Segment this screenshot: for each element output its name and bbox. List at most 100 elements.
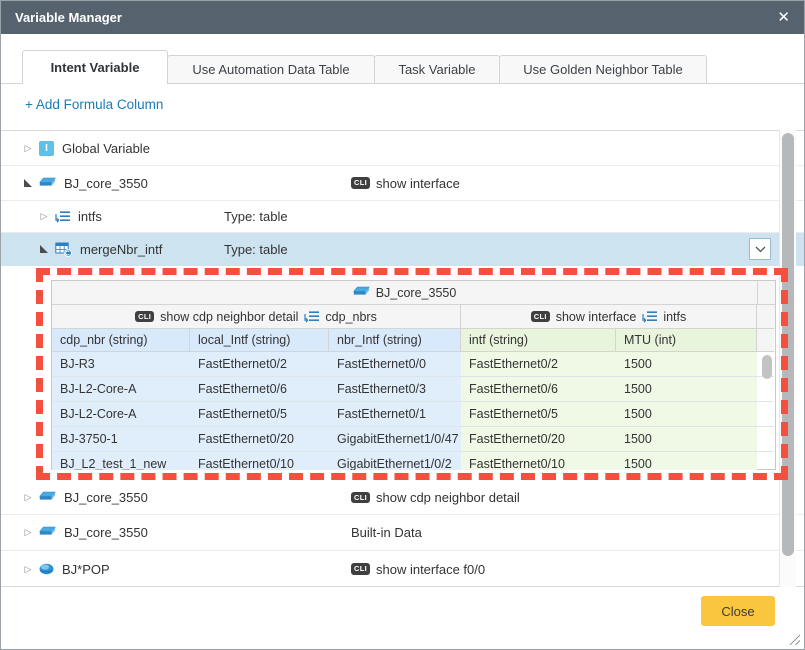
command-text: Built-in Data xyxy=(351,525,422,540)
add-formula-column-link[interactable]: + Add Formula Column xyxy=(25,97,164,112)
device-icon xyxy=(39,177,56,190)
tree-item-intfs[interactable]: ▷ intfs Type: table xyxy=(1,201,804,233)
table-row: BJ-3750-1 FastEthernet0/20 GigabitEthern… xyxy=(52,427,775,452)
tree-item-label: BJ_core_3550 xyxy=(64,525,148,540)
tree-item-label: BJ_core_3550 xyxy=(64,490,148,505)
tab-use-automation-data-table[interactable]: Use Automation Data Table xyxy=(167,55,375,83)
merged-table-preview: BJ_core_3550 CLI show cdp neighbor detai… xyxy=(51,280,776,470)
dialog-titlebar: Variable Manager ✕ xyxy=(1,1,804,34)
tree-item-label: BJ_core_3550 xyxy=(64,175,148,191)
command-text: show cdp neighbor detail xyxy=(375,490,520,505)
tree-item-bj-core-3550-show-interface[interactable]: BJ_core_3550 CLI show interface xyxy=(1,166,804,201)
tree-item-command: CLI show cdp neighbor detail xyxy=(351,490,520,505)
group-command: show cdp neighbor detail xyxy=(160,309,299,324)
global-variable-icon: I xyxy=(39,140,54,156)
table-row: BJ-R3 FastEthernet0/2 FastEthernet0/0 Fa… xyxy=(52,352,775,377)
cli-badge: CLI xyxy=(351,563,370,575)
table-row: BJ_L2_test_1_new FastEthernet0/10 Gigabi… xyxy=(52,452,775,470)
table-row: BJ-L2-Core-A FastEthernet0/6 FastEtherne… xyxy=(52,377,775,402)
close-icon[interactable]: ✕ xyxy=(777,9,790,26)
table-cell: FastEthernet0/2 xyxy=(461,352,616,377)
table-cell: FastEthernet0/2 xyxy=(190,352,329,377)
variable-type-text: Type: table xyxy=(224,209,288,224)
table-cell: FastEthernet0/1 xyxy=(329,402,461,427)
table-cell: FastEthernet0/0 xyxy=(329,352,461,377)
table-cell: BJ_L2_test_1_new xyxy=(52,452,190,470)
tree-scrollbar-thumb[interactable] xyxy=(782,133,794,556)
row-dropdown-button[interactable] xyxy=(749,238,771,260)
tab-label: Use Automation Data Table xyxy=(192,62,350,77)
collapse-arrow-icon[interactable] xyxy=(37,245,51,253)
cli-badge: CLI xyxy=(530,310,550,323)
table-cell: FastEthernet0/10 xyxy=(190,452,329,470)
command-text: show interface xyxy=(375,175,460,191)
command-text: show interface f0/0 xyxy=(375,561,486,577)
table-header-spacer xyxy=(757,329,774,352)
tab-task-variable[interactable]: Task Variable xyxy=(374,55,500,83)
table-variable-icon xyxy=(304,310,320,323)
table-cell: FastEthernet0/20 xyxy=(461,427,616,452)
tree-item-label: Global Variable xyxy=(62,140,150,156)
table-scrollbar-thumb[interactable] xyxy=(762,355,772,379)
tree-item-command: CLI show interface f0/0 xyxy=(351,562,485,577)
expand-arrow-icon[interactable]: ▷ xyxy=(24,492,32,502)
table-cell: GigabitEthernet1/0/47 xyxy=(329,427,461,452)
expand-arrow-icon[interactable]: ▷ xyxy=(24,527,32,537)
table-device-header: BJ_core_3550 xyxy=(52,281,758,305)
table-cell: 1500 xyxy=(616,452,757,470)
column-header: intf (string) xyxy=(461,329,616,352)
table-preview-zone: BJ_core_3550 CLI show cdp neighbor detai… xyxy=(1,266,804,481)
group-table-name: cdp_nbrs xyxy=(325,309,377,324)
expand-arrow-icon[interactable]: ▷ xyxy=(24,563,32,574)
table-cell: BJ-L2-Core-A xyxy=(52,377,190,402)
tab-bar: Intent Variable Use Automation Data Tabl… xyxy=(1,50,804,84)
tab-label: Intent Variable xyxy=(50,60,140,75)
table-device-header-row: BJ_core_3550 xyxy=(52,281,775,305)
table-scroll-gutter xyxy=(757,402,774,427)
table-cell: 1500 xyxy=(616,352,757,377)
variable-tree: ▷ I Global Variable BJ_core_3550 CLI sho… xyxy=(1,130,804,587)
column-header: nbr_Intf (string) xyxy=(329,329,461,352)
table-variable-icon xyxy=(55,210,70,223)
table-cell: 1500 xyxy=(616,427,757,452)
expand-arrow-icon[interactable]: ▷ xyxy=(40,211,48,221)
expand-arrow-icon[interactable]: ▷ xyxy=(24,142,32,153)
table-header-spacer xyxy=(757,305,774,329)
close-button[interactable]: Close xyxy=(701,596,775,626)
tree-scrollbar-track[interactable] xyxy=(779,130,796,587)
device-name: BJ_core_3550 xyxy=(375,285,457,300)
group-command: show interface xyxy=(555,309,637,324)
tree-item-bj-pop[interactable]: ▷ BJ*POP CLI show interface f0/0 xyxy=(1,551,804,586)
tree-item-global-variable[interactable]: ▷ I Global Variable xyxy=(1,131,804,166)
table-cell: GigabitEthernet1/0/2 xyxy=(329,452,461,470)
table-variable-icon xyxy=(642,310,658,323)
table-scroll-gutter xyxy=(757,452,774,470)
resize-grip-icon[interactable] xyxy=(789,634,800,645)
table-cell: FastEthernet0/10 xyxy=(461,452,616,470)
tree-item-bj-core-3550-show-cdp[interactable]: ▷ BJ_core_3550 CLI show cdp neighbor det… xyxy=(1,481,804,515)
tab-intent-variable[interactable]: Intent Variable xyxy=(22,50,168,84)
tab-use-golden-neighbor-table[interactable]: Use Golden Neighbor Table xyxy=(499,55,707,83)
table-cell: BJ-3750-1 xyxy=(52,427,190,452)
tree-item-label: BJ*POP xyxy=(62,561,110,577)
table-cell: FastEthernet0/6 xyxy=(461,377,616,402)
tab-label: Use Golden Neighbor Table xyxy=(523,62,683,77)
cli-badge: CLI xyxy=(351,491,370,504)
table-scroll-gutter xyxy=(757,377,774,402)
group-header-cdp: CLI show cdp neighbor detail cdp_nbrs xyxy=(52,305,461,329)
dialog-title: Variable Manager xyxy=(15,10,122,25)
tree-item-bj-core-3550-builtin[interactable]: ▷ BJ_core_3550 Built-in Data xyxy=(1,515,804,551)
table-cell: FastEthernet0/3 xyxy=(329,377,461,402)
tree-item-mergenbr-intf[interactable]: mergeNbr_intf Type: table xyxy=(1,233,804,266)
collapse-arrow-icon[interactable] xyxy=(21,179,35,187)
table-group-header-row: CLI show cdp neighbor detail cdp_nbrs CL… xyxy=(52,305,775,329)
table-cell: BJ-L2-Core-A xyxy=(52,402,190,427)
table-cell: FastEthernet0/5 xyxy=(190,402,329,427)
merged-table-icon xyxy=(55,242,72,257)
cli-badge: CLI xyxy=(351,177,370,189)
table-cell: FastEthernet0/6 xyxy=(190,377,329,402)
table-cell: 1500 xyxy=(616,402,757,427)
table-row: BJ-L2-Core-A FastEthernet0/5 FastEtherne… xyxy=(52,402,775,427)
table-cell: 1500 xyxy=(616,377,757,402)
